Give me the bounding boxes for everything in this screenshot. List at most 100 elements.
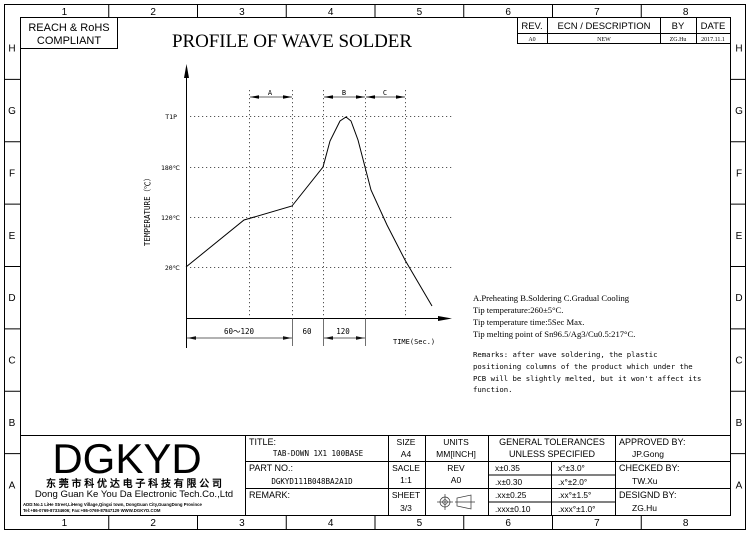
duration-soak: 60 xyxy=(302,327,312,336)
column-marker: 3 xyxy=(239,518,245,529)
remark-line: Remarks: after wave soldering, the plast… xyxy=(473,350,658,359)
row-marker: A xyxy=(736,480,743,491)
rev-header: REV. xyxy=(521,21,542,32)
column-marker: 2 xyxy=(150,7,156,18)
tolerance-linear: x±0.35 xyxy=(495,463,520,473)
tolerance-angular: x°±3.0° xyxy=(558,463,585,473)
ecn-header: ECN / DESCRIPTION xyxy=(558,21,651,32)
zone-label-c: C xyxy=(383,89,387,97)
tolerance-linear: .xxx±0.10 xyxy=(495,504,531,514)
y-tick-t1p: T1P xyxy=(165,113,177,121)
row-marker: E xyxy=(9,231,16,242)
by-value: ZG.Hu xyxy=(670,37,687,43)
column-marker: 6 xyxy=(505,518,511,529)
column-marker: 5 xyxy=(417,7,423,18)
checked-by-value: TW.Xu xyxy=(632,476,658,486)
company-address: ADD:No.1 LiHe Street,LiHeng Village,Qing… xyxy=(23,502,203,507)
designed-by-label: DESIGND BY: xyxy=(619,490,677,500)
column-marker: 8 xyxy=(683,7,689,18)
column-marker: 8 xyxy=(683,518,689,529)
ecn-value: NEW xyxy=(597,37,611,43)
remark-line: function. xyxy=(473,385,513,394)
remarks: Remarks: after wave soldering, the plast… xyxy=(473,350,701,394)
y-axis-arrow xyxy=(184,64,189,78)
row-marker: E xyxy=(736,231,743,242)
compliance-line-1: REACH & RoHS xyxy=(28,22,109,34)
duration-solder: 120 xyxy=(336,327,350,336)
arrowhead xyxy=(324,95,333,99)
title-label: TITLE: xyxy=(249,437,276,447)
tolerance-linear: .x±0.30 xyxy=(495,477,523,487)
remark-line: PCB will be slightly melted, but it won'… xyxy=(473,374,701,383)
part-no-value: DGKYD111B048BA2A1D xyxy=(271,477,353,486)
column-marker: 6 xyxy=(505,7,511,18)
column-marker: 1 xyxy=(62,518,68,529)
compliance-box xyxy=(20,17,118,49)
remark-label: REMARK: xyxy=(249,490,290,500)
row-marker: H xyxy=(8,44,15,55)
size-value: A4 xyxy=(401,449,412,459)
rev-value: A0 xyxy=(451,475,462,485)
row-marker: B xyxy=(736,418,743,429)
projection-symbol-icon xyxy=(437,494,475,510)
tolerance-table: x±0.35 x°±3.0° .x±0.30 .x°±2.0° .xx±0.25… xyxy=(495,463,595,514)
checked-by-label: CHECKED BY: xyxy=(619,463,680,473)
x-axis-arrow xyxy=(438,316,452,321)
x-axis-label: TIME(Sec.) xyxy=(393,338,435,346)
y-axis-label: TEMPERATURE（℃） xyxy=(143,174,152,246)
note-line: A.Preheating B.Soldering C.Gradual Cooli… xyxy=(473,293,630,303)
note-line: Tip melting point of Sn96.5/Ag3/Cu0.5:21… xyxy=(473,329,635,339)
by-header: BY xyxy=(672,21,685,32)
size-label: SIZE xyxy=(397,437,416,447)
zone-label-b: B xyxy=(342,89,346,97)
company-name-en: Dong Guan Ke You Da Electronic Tech.Co.,… xyxy=(35,489,233,500)
column-marker: 4 xyxy=(328,518,334,529)
row-marker: G xyxy=(735,106,743,117)
arrowhead xyxy=(283,95,292,99)
arrowhead xyxy=(366,95,375,99)
arrowhead xyxy=(250,95,259,99)
column-marker: 4 xyxy=(328,7,334,18)
wave-solder-profile: T1P 180℃ 120℃ 20℃ TEMPERATURE（℃） A B C 6… xyxy=(143,64,452,348)
arrowhead xyxy=(396,95,405,99)
row-marker: C xyxy=(735,356,742,367)
row-marker: C xyxy=(8,356,15,367)
note-line: Tip temperature:260±5°C. xyxy=(473,305,563,315)
tolerances-title-1: GENERAL TOLERANCES xyxy=(499,437,605,447)
duration-dimensions xyxy=(187,318,366,346)
row-marker: G xyxy=(8,106,16,117)
tolerance-angular: .x°±2.0° xyxy=(558,477,587,487)
tolerance-angular: .xx°±1.5° xyxy=(558,490,591,500)
tolerance-linear: .xx±0.25 xyxy=(495,490,527,500)
approved-by-value: JP.Gong xyxy=(632,449,664,459)
zone-label-a: A xyxy=(268,89,273,97)
units-value: MM[INCH] xyxy=(436,449,476,459)
compliance-line-2: COMPLIANT xyxy=(37,35,101,47)
sheet-label: SHEET xyxy=(392,490,420,500)
temperature-curve xyxy=(185,116,433,307)
outer-frame xyxy=(4,4,746,530)
company-logo: DGKYD xyxy=(52,435,201,482)
y-tick-20: 20℃ xyxy=(165,264,181,272)
y-tick-120: 120℃ xyxy=(161,214,181,222)
title-block: DGKYD 东 莞 市 科 优 达 电 子 科 技 有 限 公 司 Dong G… xyxy=(20,435,730,516)
arrowhead xyxy=(356,95,365,99)
part-no-label: PART NO.: xyxy=(249,463,293,473)
sheet-value: 3/3 xyxy=(400,503,412,513)
duration-preheat: 60～120 xyxy=(224,327,255,336)
column-marker: 2 xyxy=(150,518,156,529)
row-marker: H xyxy=(735,44,742,55)
remark-line: positioning columns of the product which… xyxy=(473,362,693,371)
title-value: TAB-DOWN 1X1 100BASE xyxy=(273,449,364,458)
row-marker: D xyxy=(8,293,15,304)
y-tick-180: 180℃ xyxy=(161,164,181,172)
units-label: UNITS xyxy=(443,437,469,447)
row-marker: A xyxy=(9,480,16,491)
scale-label: SACLE xyxy=(392,463,420,473)
row-marker: F xyxy=(736,168,742,179)
company-name-cn: 东 莞 市 科 优 达 电 子 科 技 有 限 公 司 xyxy=(46,477,222,490)
approved-by-label: APPROVED BY: xyxy=(619,437,686,447)
date-header: DATE xyxy=(701,21,726,32)
row-marker: F xyxy=(9,168,15,179)
